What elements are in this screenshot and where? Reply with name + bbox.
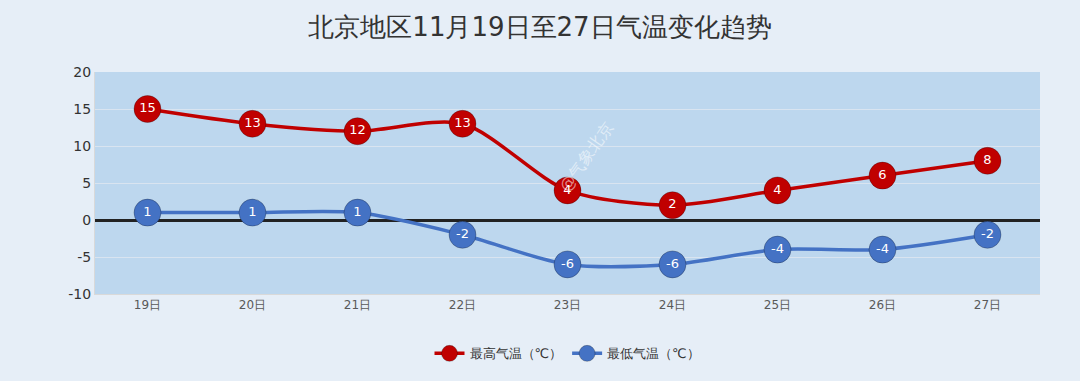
svg-text:2: 2 [668,196,676,211]
svg-text:-4: -4 [876,241,889,256]
svg-text:4: 4 [773,182,781,197]
svg-text:-6: -6 [561,256,574,271]
svg-text:-5: -5 [77,249,91,265]
svg-text:北京地区11月19日至27日气温变化趋势: 北京地区11月19日至27日气温变化趋势 [308,12,771,42]
svg-text:6: 6 [878,167,886,182]
svg-text:1: 1 [143,204,151,219]
svg-text:15: 15 [73,101,91,117]
svg-text:5: 5 [82,175,91,191]
svg-text:4: 4 [563,182,571,197]
svg-text:@气象北京: @气象北京 [556,119,617,195]
svg-text:20: 20 [73,64,91,80]
svg-text:13: 13 [244,115,261,130]
svg-text:-2: -2 [981,226,994,241]
svg-text:23日: 23日 [554,298,581,312]
svg-text:10: 10 [73,138,91,154]
svg-text:24日: 24日 [659,298,686,312]
svg-text:1: 1 [248,204,256,219]
svg-text:22日: 22日 [449,298,476,312]
svg-text:最高气温（℃）: 最高气温（℃） [470,346,563,361]
svg-text:0: 0 [82,212,91,228]
svg-text:12: 12 [349,122,366,137]
svg-text:13: 13 [454,115,471,130]
svg-text:26日: 26日 [869,298,896,312]
svg-text:-10: -10 [68,286,91,302]
svg-text:8: 8 [983,152,991,167]
svg-text:最低气温（℃）: 最低气温（℃） [607,346,700,361]
svg-text:21日: 21日 [344,298,371,312]
svg-text:20日: 20日 [239,298,266,312]
svg-text:1: 1 [353,204,361,219]
svg-text:-2: -2 [456,226,469,241]
svg-text:19日: 19日 [134,298,161,312]
svg-text:27日: 27日 [974,298,1001,312]
svg-text:-4: -4 [771,241,784,256]
svg-text:25日: 25日 [764,298,791,312]
svg-text:15: 15 [139,100,156,115]
svg-text:-6: -6 [666,256,679,271]
